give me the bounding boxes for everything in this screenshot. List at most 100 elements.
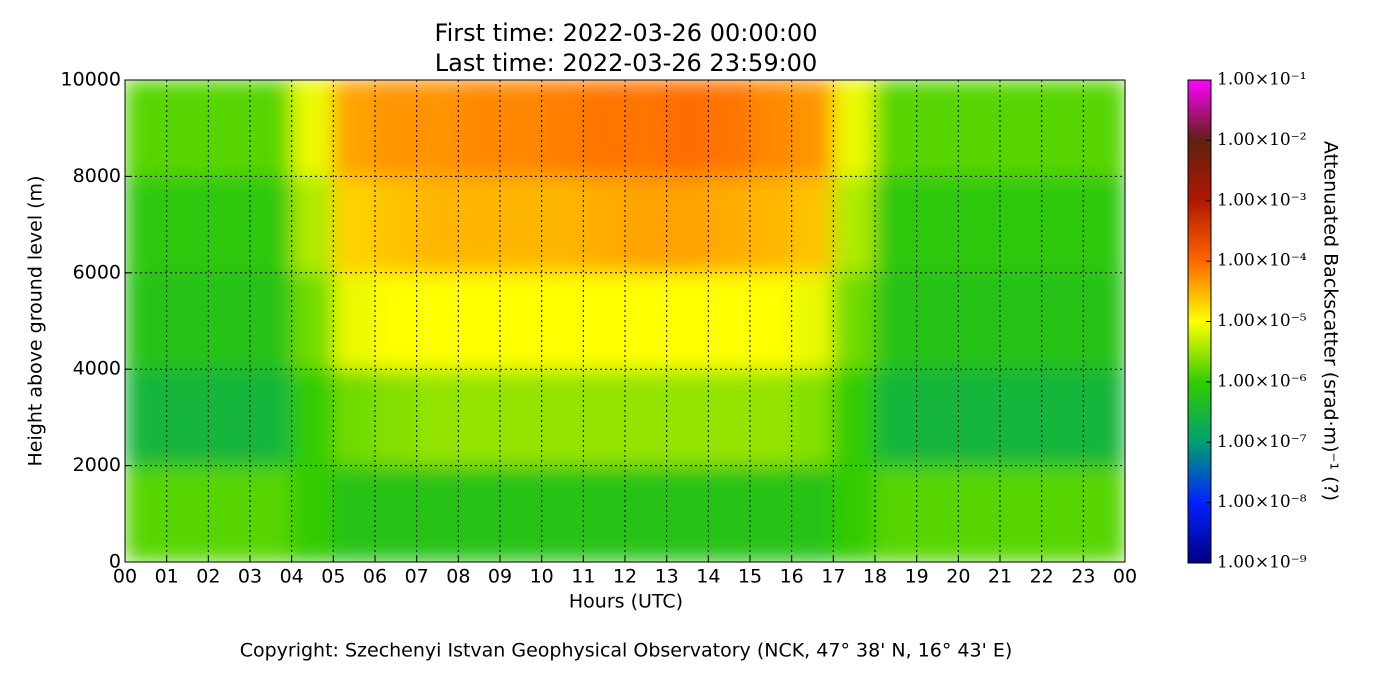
- cell: [666, 175, 709, 274]
- cell: [125, 175, 168, 274]
- x-tick-label: 17: [821, 566, 845, 588]
- cell: [541, 80, 584, 177]
- cell: [332, 465, 376, 562]
- cell: [541, 368, 584, 467]
- cell: [916, 368, 959, 467]
- cell: [1041, 175, 1084, 274]
- cell: [1082, 175, 1125, 274]
- cell: [749, 465, 793, 562]
- cell: [666, 272, 709, 370]
- cell: [832, 465, 876, 562]
- x-tick-label: 02: [196, 566, 220, 588]
- x-tick-label: 11: [571, 566, 595, 588]
- x-tick-label: 05: [321, 566, 345, 588]
- cell: [207, 272, 251, 370]
- cell: [332, 272, 376, 370]
- colorbar-tick-label: 1.00×10⁻¹: [1217, 70, 1307, 90]
- cell: [166, 368, 209, 467]
- cell: [957, 80, 1001, 177]
- cell: [666, 80, 709, 177]
- cell: [166, 465, 209, 562]
- cell: [457, 80, 501, 177]
- cell: [416, 272, 459, 370]
- cell: [999, 175, 1043, 274]
- title-line: First time: 2022-03-26 00:00:00: [435, 19, 818, 47]
- y-tick-label: 10000: [61, 69, 121, 91]
- y-axis-label: Height above ground level (m): [25, 176, 47, 467]
- caption: Copyright: Szechenyi Istvan Geophysical …: [240, 640, 1013, 662]
- cell: [1082, 80, 1125, 177]
- x-tick-label: 03: [238, 566, 262, 588]
- cell: [416, 465, 459, 562]
- cell: [666, 465, 709, 562]
- cell: [249, 465, 293, 562]
- cell: [749, 80, 793, 177]
- cell: [582, 465, 626, 562]
- x-tick-label: 12: [613, 566, 637, 588]
- x-tick-label: 00: [1113, 566, 1137, 588]
- cell: [332, 368, 376, 467]
- cell: [916, 175, 959, 274]
- cell: [749, 368, 793, 467]
- cell: [541, 272, 584, 370]
- cell: [916, 272, 959, 370]
- cell: [249, 368, 293, 467]
- cell: [791, 368, 834, 467]
- cell: [874, 80, 918, 177]
- cell: [374, 80, 418, 177]
- cell: [166, 80, 209, 177]
- cell: [874, 175, 918, 274]
- cell: [499, 272, 543, 370]
- x-tick-label: 21: [988, 566, 1012, 588]
- y-tick-label: 0: [109, 551, 121, 573]
- axes: 00 01 02 03 04 05 06 07 08 09 10 11 12 13 14 15 16 17 18 19…: [61, 69, 1138, 588]
- cell: [832, 80, 876, 177]
- cell: [1041, 465, 1084, 562]
- cell: [791, 465, 834, 562]
- cell: [499, 80, 543, 177]
- cell: [291, 272, 334, 370]
- cell: [125, 80, 168, 177]
- cell: [125, 272, 168, 370]
- cell: [832, 368, 876, 467]
- cell: [582, 368, 626, 467]
- cell: [874, 465, 918, 562]
- cell: [291, 465, 334, 562]
- cell: [207, 465, 251, 562]
- cell: [374, 272, 418, 370]
- cell: [499, 368, 543, 467]
- cell: [707, 175, 751, 274]
- cell: [416, 175, 459, 274]
- cell: [166, 175, 209, 274]
- cell: [332, 80, 376, 177]
- cell: [374, 175, 418, 274]
- cell: [791, 80, 834, 177]
- cell: [291, 175, 334, 274]
- x-tick-label: 01: [155, 566, 179, 588]
- cell: [624, 465, 668, 562]
- x-tick-label: 14: [696, 566, 720, 588]
- y-tick-label: 2000: [73, 454, 121, 476]
- cell: [624, 80, 668, 177]
- cell: [249, 175, 293, 274]
- cell: [374, 368, 418, 467]
- cell: [374, 465, 418, 562]
- cell: [457, 175, 501, 274]
- cell: [957, 465, 1001, 562]
- cell: [249, 80, 293, 177]
- cell: [791, 175, 834, 274]
- cell: [999, 368, 1043, 467]
- x-tick-label: 07: [405, 566, 429, 588]
- cell: [416, 80, 459, 177]
- cell: [291, 80, 334, 177]
- x-axis-label: Hours (UTC): [569, 591, 683, 613]
- cell: [457, 272, 501, 370]
- cell: [125, 368, 168, 467]
- cell: [874, 368, 918, 467]
- cell: [582, 80, 626, 177]
- cell: [916, 465, 959, 562]
- cell: [624, 368, 668, 467]
- cell: [749, 175, 793, 274]
- x-tick-label: 06: [363, 566, 387, 588]
